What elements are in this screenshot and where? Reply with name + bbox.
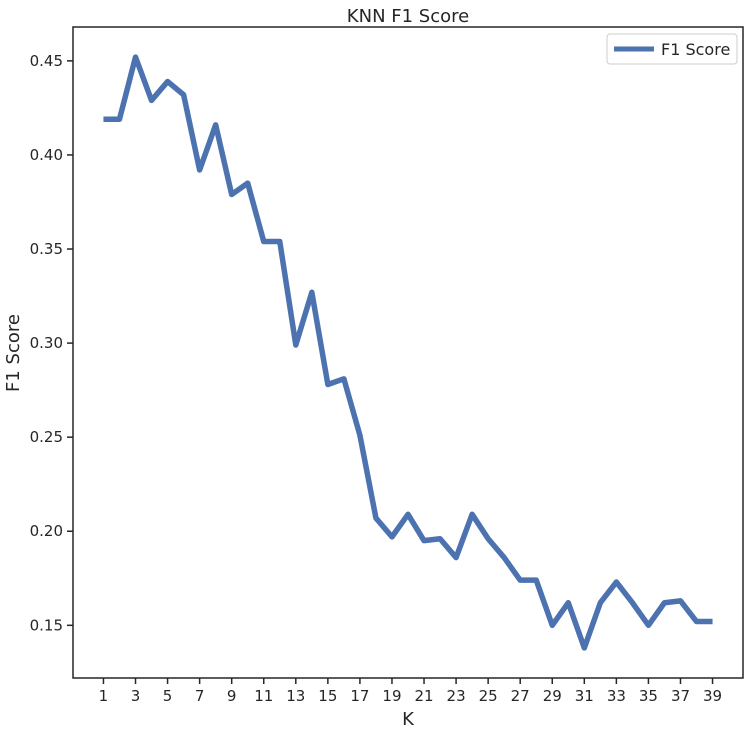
x-axis-label: K	[402, 709, 415, 730]
x-tick-label: 31	[575, 687, 594, 705]
x-tick-label: 37	[671, 687, 690, 705]
x-tick-label: 33	[607, 687, 626, 705]
y-tick-label: 0.35	[30, 240, 63, 258]
x-tick-label: 3	[131, 687, 141, 705]
x-tick-label: 19	[382, 687, 401, 705]
x-tick-label: 39	[703, 687, 722, 705]
x-tick-label: 11	[254, 687, 273, 705]
x-tick-label: 1	[99, 687, 109, 705]
series-line-f1-score	[103, 54, 713, 651]
legend-box	[606, 33, 738, 65]
plot-frame	[72, 26, 744, 679]
chart-title: KNN F1 Score	[347, 6, 469, 27]
x-tick-label: 23	[447, 687, 466, 705]
series-group	[103, 54, 713, 651]
x-tick-label: 15	[318, 687, 337, 705]
plot-area: 0.150.200.250.300.350.400.45 1 3 5 7 9 11 13 15…	[30, 26, 744, 705]
x-tick-label: 27	[511, 687, 530, 705]
y-tick-label: 0.20	[30, 522, 63, 540]
x-tick-label: 17	[350, 687, 369, 705]
x-tick-label: 35	[639, 687, 658, 705]
x-tick-label: 29	[543, 687, 562, 705]
y-tick-label: 0.40	[30, 146, 63, 164]
y-tick-label: 0.45	[30, 52, 63, 70]
x-tick-label: 9	[227, 687, 237, 705]
y-tick-label: 0.15	[30, 616, 63, 634]
legend-label: F1 Score	[661, 40, 730, 59]
y-axis: 0.15 0.20 0.25 0.30 0.35 0.40 0.45	[30, 52, 73, 634]
x-tick-label: 13	[286, 687, 305, 705]
x-tick-label: 25	[479, 687, 498, 705]
x-tick-label: 7	[195, 687, 205, 705]
legend: F1 Score	[606, 33, 738, 65]
x-tick-label: 5	[163, 687, 173, 705]
x-axis: 1 3 5 7 9 11 13 15 17 19 21 23 25 27 29 31 33 35 37 39	[99, 678, 722, 705]
y-tick-label: 0.30	[30, 334, 63, 352]
x-tick-label: 21	[414, 687, 433, 705]
y-tick-label: 0.25	[30, 428, 63, 446]
y-axis-label: F1 Score	[3, 314, 24, 392]
